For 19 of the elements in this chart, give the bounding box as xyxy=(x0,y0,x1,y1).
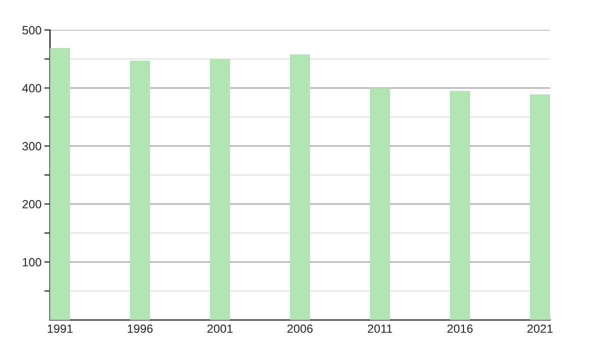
x-tick-label: 2021 xyxy=(527,324,553,333)
bar xyxy=(290,54,310,320)
bar xyxy=(530,94,550,320)
y-tick-label: 400 xyxy=(22,84,42,92)
x-tick-label: 2016 xyxy=(447,324,473,333)
y-tick-label: 200 xyxy=(22,200,42,208)
bar xyxy=(50,48,70,320)
y-tick-label: 300 xyxy=(22,142,42,150)
bar xyxy=(370,88,390,320)
x-tick-label: 2011 xyxy=(368,324,392,333)
x-tick-label: 2006 xyxy=(287,324,313,333)
y-tick-label: 100 xyxy=(22,258,42,266)
y-tick-label: 500 xyxy=(22,26,42,34)
x-tick-label: 1991 xyxy=(48,324,73,333)
x-tick-label: 2001 xyxy=(207,324,233,333)
bar xyxy=(450,90,470,320)
x-tick-label: 1996 xyxy=(128,324,153,333)
bar xyxy=(210,59,230,320)
bar xyxy=(130,60,150,320)
